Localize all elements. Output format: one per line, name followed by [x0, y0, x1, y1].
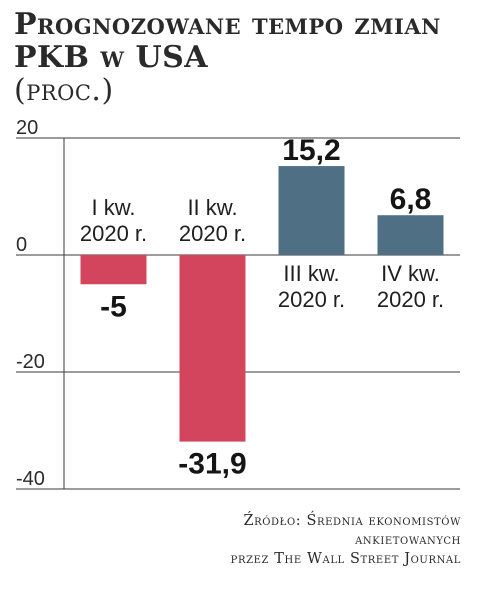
- source-line-1: Źródło: Średnia ekonomistów: [243, 513, 461, 529]
- value-label-3: 15,2: [282, 134, 340, 167]
- category-label-2: II kw.: [187, 195, 237, 220]
- y-tick-label: 0: [16, 234, 27, 256]
- source-line-3: przez The Wall Street Journal: [230, 551, 461, 567]
- bar-1: [80, 255, 147, 285]
- value-label-1: -5: [100, 290, 127, 323]
- bar-4: [377, 215, 444, 255]
- bar-2: [179, 255, 246, 442]
- y-tick-label: -20: [16, 351, 45, 373]
- chart-title: Prognozowane tempo zmian PKB w USA (proc…: [14, 8, 474, 107]
- category-label-1: I kw.: [91, 195, 135, 220]
- y-tick-label: 20: [16, 117, 38, 139]
- category-label-2: 2020 r.: [179, 221, 246, 246]
- category-label-4: IV kw.: [381, 261, 440, 286]
- chart-subtitle: (proc.): [14, 73, 114, 108]
- y-tick-label: -40: [16, 468, 45, 490]
- value-label-4: 6,8: [390, 183, 432, 216]
- category-label-4: 2020 r.: [377, 287, 444, 312]
- source-note: Źródło: Średnia ekonomistów ankietowanyc…: [231, 512, 461, 569]
- value-label-2: -31,9: [178, 448, 246, 481]
- bar-3: [278, 166, 345, 255]
- category-label-3: 2020 r.: [278, 287, 345, 312]
- category-label-3: III kw.: [283, 261, 339, 286]
- source-line-2: ankietowanych: [355, 532, 461, 548]
- category-label-1: 2020 r.: [80, 221, 147, 246]
- chart-title-text: Prognozowane tempo zmian PKB w USA: [14, 7, 441, 75]
